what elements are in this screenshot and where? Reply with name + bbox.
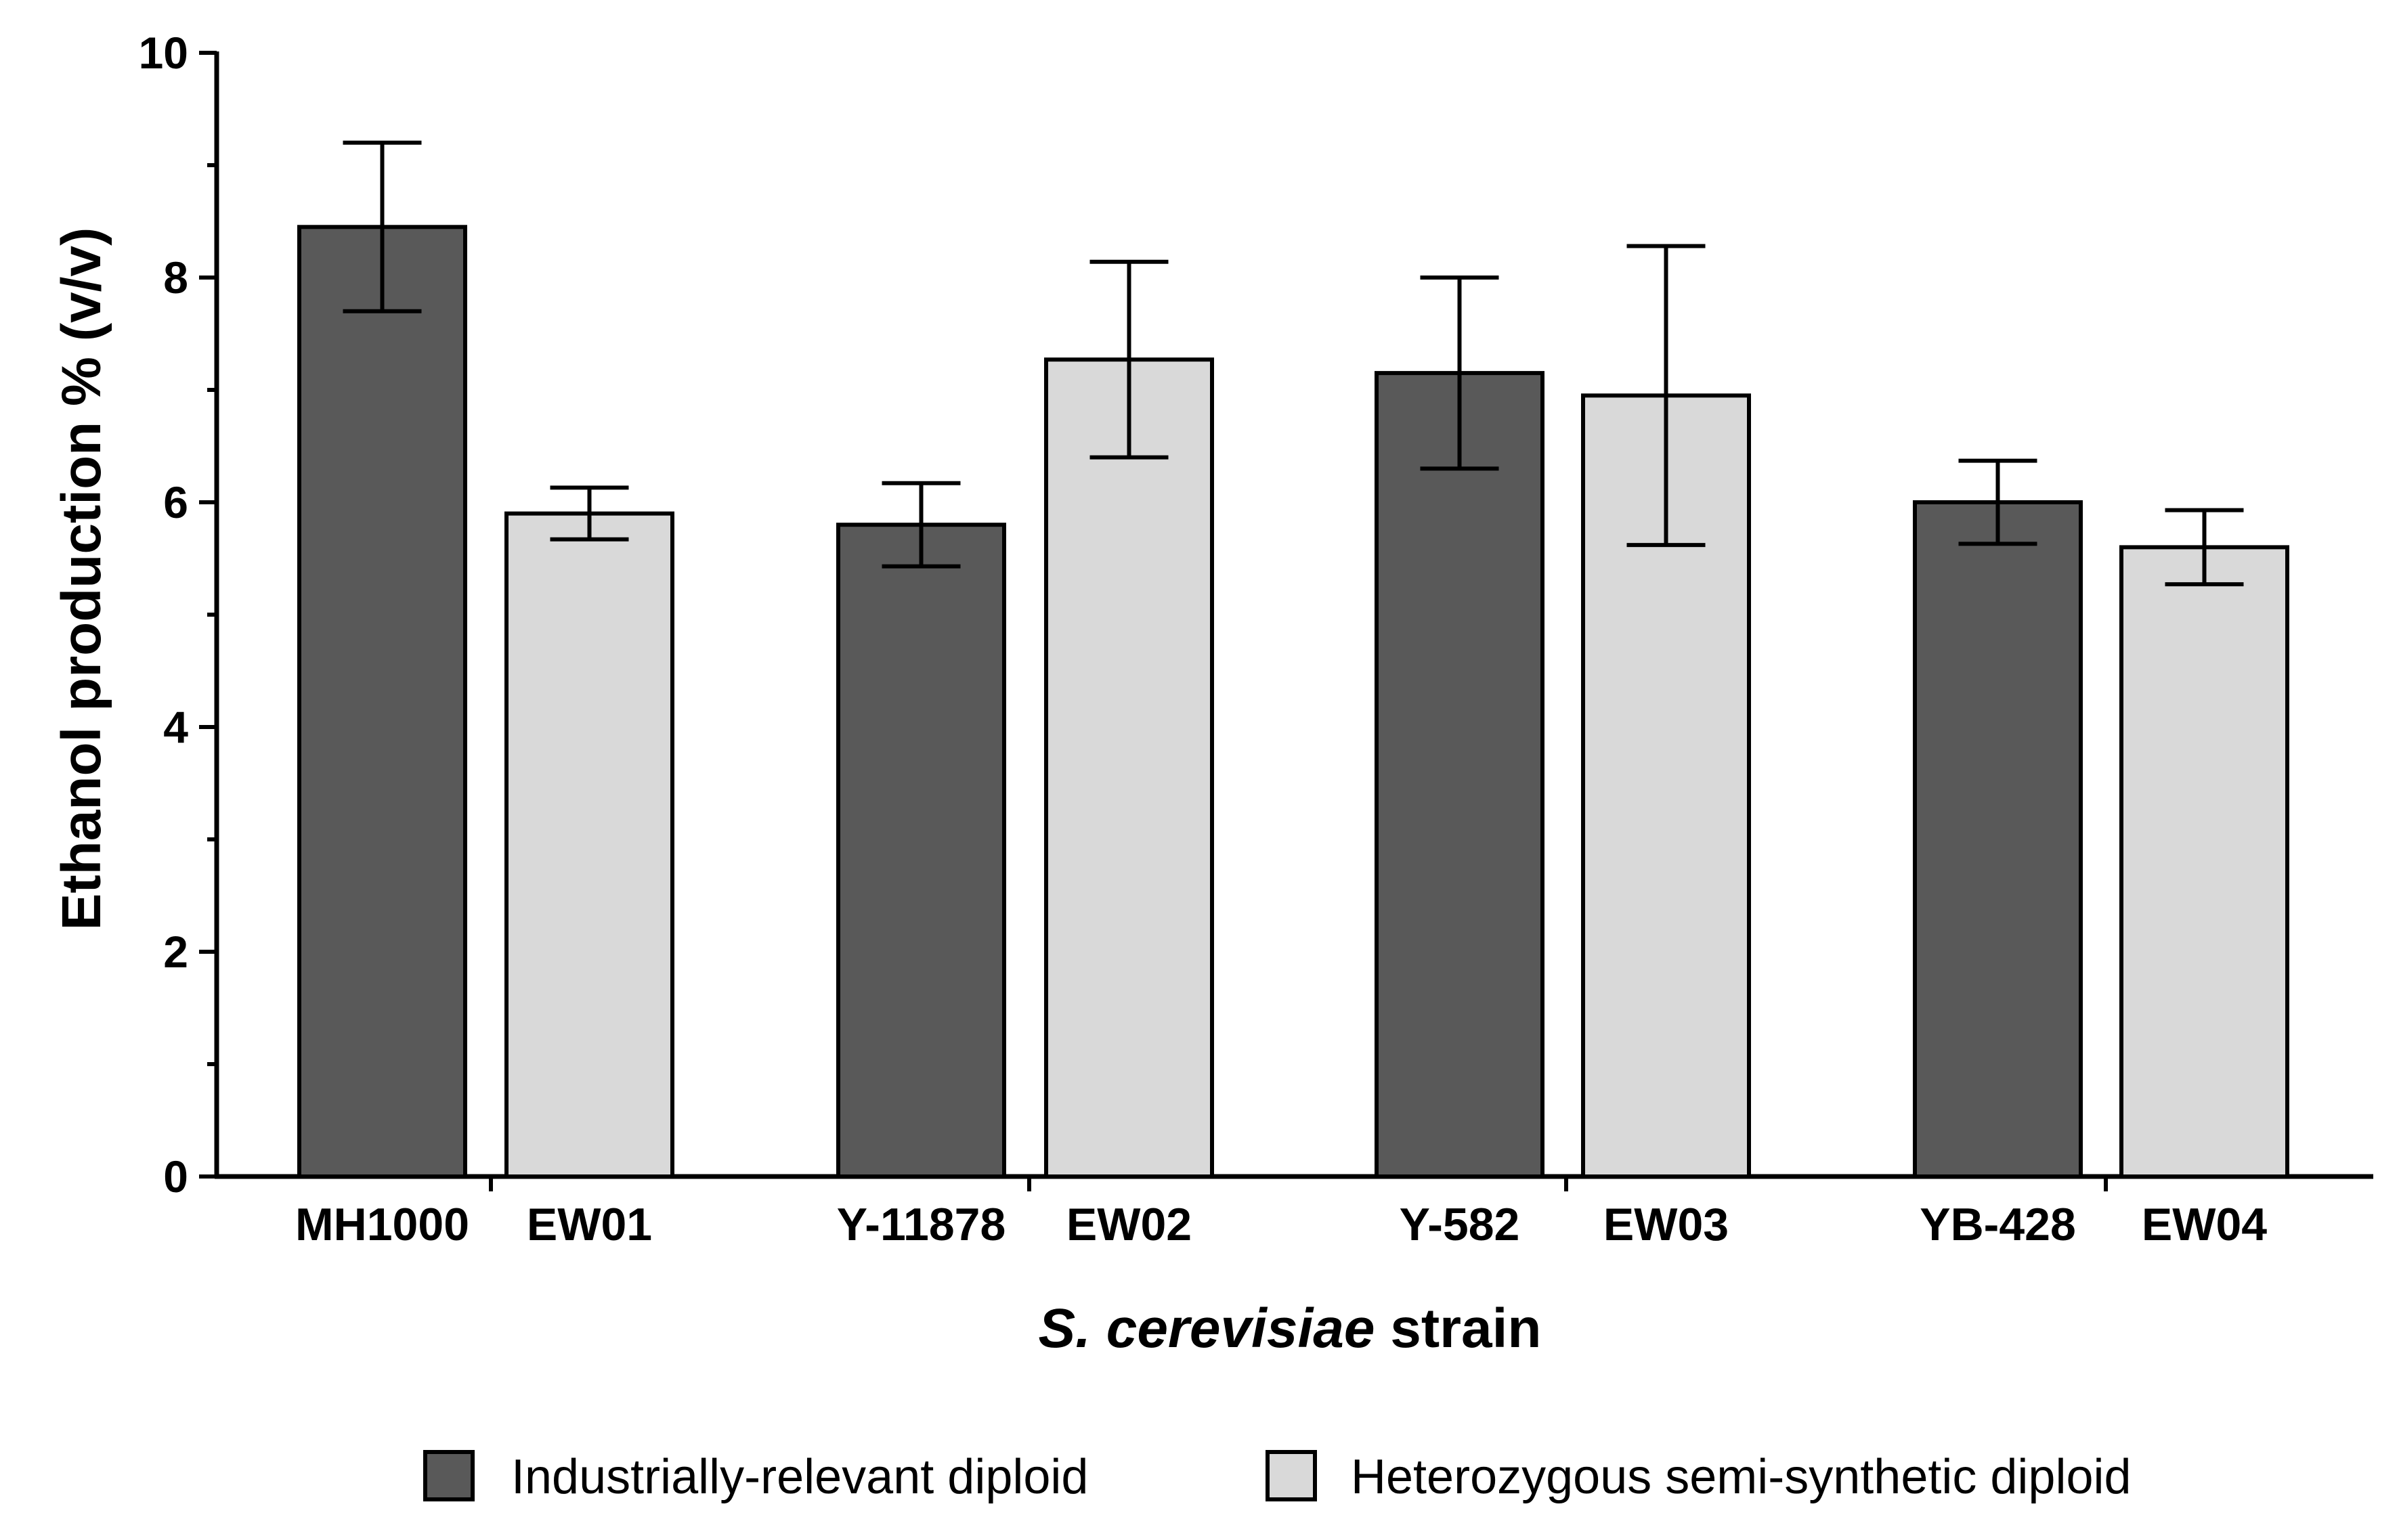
y-tick-label: 0 — [163, 1151, 188, 1202]
y-axis-title: Ethanol production % (v/v) — [51, 227, 112, 931]
bars-group — [297, 225, 2289, 1179]
y-tick-label: 8 — [163, 252, 188, 303]
x-category-label: Y-582 — [1400, 1199, 1520, 1250]
legend-label-semi-synthetic: Heterozygous semi-synthetic diploid — [1351, 1450, 2132, 1504]
legend-swatch-semi-synthetic — [1266, 1450, 1317, 1501]
bar-y-11878 — [836, 523, 1006, 1179]
bar-y-582 — [1375, 371, 1544, 1179]
x-category-label: Y-11878 — [837, 1199, 1006, 1250]
bar-ew02 — [1044, 357, 1214, 1179]
x-category-label: EW03 — [1603, 1199, 1729, 1250]
legend: Industrially-relevant diploid Heterozygo… — [423, 1450, 2132, 1504]
x-category-label: EW02 — [1066, 1199, 1192, 1250]
x-category-label: MH1000 — [295, 1199, 469, 1250]
x-category-label: YB-428 — [1920, 1199, 2076, 1250]
error-bars-group — [343, 140, 2244, 587]
y-tick-label: 2 — [163, 927, 188, 977]
y-tick-label: 6 — [163, 477, 188, 527]
legend-swatch-industrial — [423, 1450, 475, 1501]
x-category-label: EW04 — [2142, 1199, 2267, 1250]
bar-ew04 — [2119, 545, 2289, 1179]
legend-label-industrial: Industrially-relevant diploid — [511, 1450, 1088, 1504]
category-labels-group: MH1000 EW01 Y-11878 EW02 Y-582 EW03 YB-428 EW04 — [295, 1199, 2267, 1250]
x-axis-title-italic: S. cerevisiae — [1038, 1298, 1375, 1359]
bar-yb-428 — [1913, 500, 2083, 1179]
bar-ew01 — [504, 511, 674, 1179]
bar-mh1000 — [297, 225, 467, 1179]
y-tick-label: 10 — [139, 28, 188, 78]
y-tick-label: 4 — [163, 702, 188, 752]
x-axis-title: S. cerevisiae strain — [1038, 1298, 1541, 1359]
x-category-label: EW01 — [527, 1199, 652, 1250]
x-axis-title-rest: strain — [1375, 1298, 1541, 1359]
